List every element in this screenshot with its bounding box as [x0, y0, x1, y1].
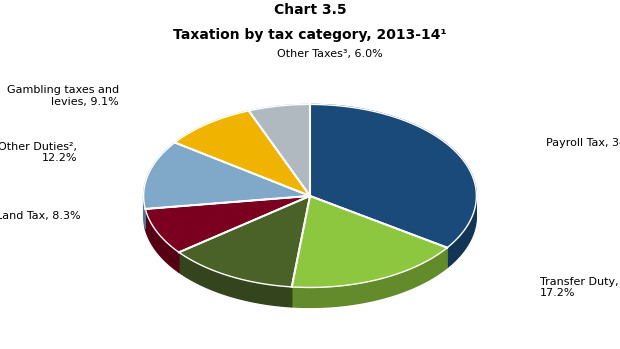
Text: Payroll Tax, 34.6%: Payroll Tax, 34.6% — [546, 138, 620, 148]
Text: Land Tax, 8.3%: Land Tax, 8.3% — [0, 211, 81, 221]
Polygon shape — [292, 196, 447, 288]
Polygon shape — [145, 196, 310, 252]
Polygon shape — [310, 104, 476, 248]
Polygon shape — [145, 209, 179, 272]
Polygon shape — [179, 196, 310, 287]
Text: Other Taxes³, 6.0%: Other Taxes³, 6.0% — [277, 50, 383, 59]
Polygon shape — [144, 196, 145, 229]
Polygon shape — [292, 248, 447, 307]
Text: Gambling taxes and
levies, 9.1%: Gambling taxes and levies, 9.1% — [7, 85, 118, 107]
Text: Taxation by tax category, 2013-14¹: Taxation by tax category, 2013-14¹ — [173, 28, 447, 42]
Polygon shape — [249, 104, 310, 196]
Text: Chart 3.5: Chart 3.5 — [273, 3, 347, 17]
Ellipse shape — [144, 124, 476, 307]
Polygon shape — [447, 198, 476, 268]
Text: Transfer Duty,
17.2%: Transfer Duty, 17.2% — [539, 277, 618, 298]
Polygon shape — [179, 252, 292, 307]
Polygon shape — [144, 142, 310, 209]
Text: Other Duties²,
12.2%: Other Duties², 12.2% — [0, 142, 77, 163]
Polygon shape — [175, 111, 310, 196]
